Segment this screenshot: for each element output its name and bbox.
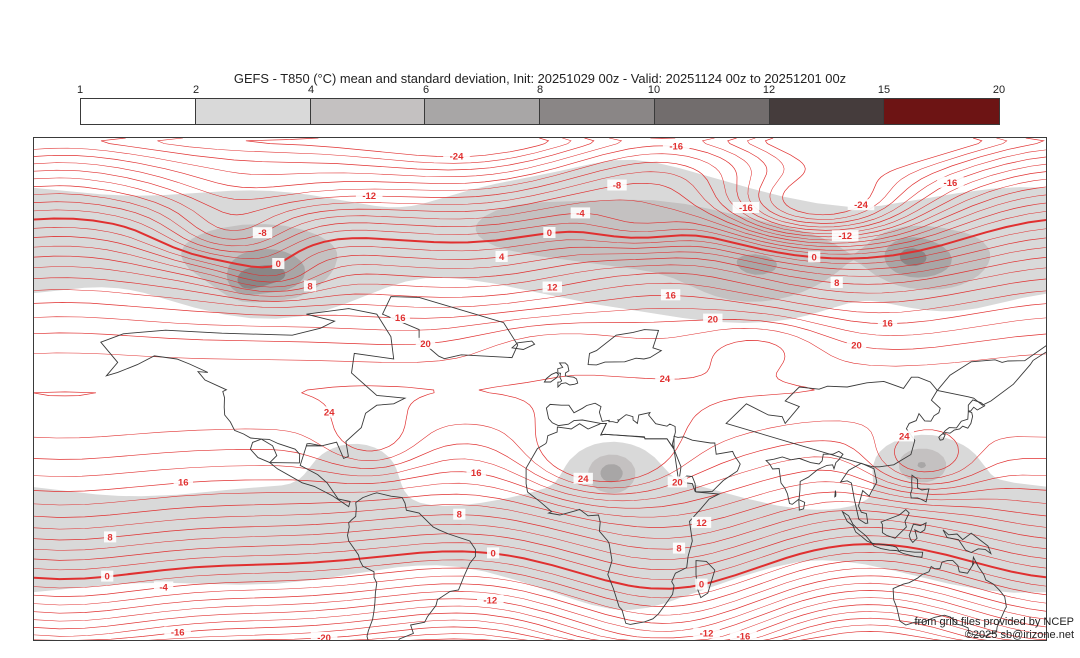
svg-text:-24: -24	[450, 152, 464, 163]
svg-text:16: 16	[178, 478, 189, 489]
svg-text:0: 0	[547, 228, 552, 239]
svg-text:-8: -8	[613, 181, 621, 192]
svg-text:-24: -24	[854, 200, 868, 211]
svg-text:8: 8	[676, 544, 681, 555]
svg-text:24: 24	[899, 431, 910, 442]
svg-text:-16: -16	[737, 631, 751, 641]
svg-text:24: 24	[578, 474, 589, 485]
svg-text:-12: -12	[700, 629, 714, 640]
svg-text:-4: -4	[576, 208, 585, 219]
svg-text:-12: -12	[838, 231, 852, 242]
svg-text:-16: -16	[669, 142, 683, 153]
svg-text:8: 8	[307, 281, 312, 292]
svg-text:-12: -12	[483, 596, 497, 607]
svg-text:0: 0	[699, 580, 704, 591]
svg-text:0: 0	[812, 252, 817, 263]
svg-text:20: 20	[420, 339, 431, 350]
svg-text:16: 16	[395, 313, 406, 324]
svg-text:-8: -8	[258, 228, 266, 239]
svg-text:20: 20	[708, 315, 719, 326]
svg-text:-4: -4	[159, 582, 168, 593]
svg-text:24: 24	[660, 374, 671, 385]
svg-text:16: 16	[471, 468, 482, 479]
svg-text:20: 20	[672, 477, 683, 488]
svg-text:0: 0	[490, 548, 495, 559]
svg-text:16: 16	[882, 319, 893, 330]
svg-text:16: 16	[665, 290, 676, 301]
svg-text:-16: -16	[171, 628, 185, 639]
svg-text:4: 4	[499, 252, 505, 263]
svg-text:12: 12	[696, 518, 707, 529]
svg-text:0: 0	[105, 572, 110, 583]
svg-text:-16: -16	[944, 178, 958, 189]
svg-text:-16: -16	[739, 203, 753, 214]
svg-text:20: 20	[851, 341, 862, 352]
svg-text:24: 24	[324, 407, 335, 418]
svg-text:0: 0	[276, 259, 281, 270]
svg-text:8: 8	[834, 278, 839, 289]
svg-text:12: 12	[547, 283, 558, 294]
svg-text:-20: -20	[317, 633, 331, 641]
svg-text:-12: -12	[362, 191, 376, 202]
svg-text:8: 8	[457, 510, 462, 521]
svg-text:8: 8	[107, 532, 112, 543]
